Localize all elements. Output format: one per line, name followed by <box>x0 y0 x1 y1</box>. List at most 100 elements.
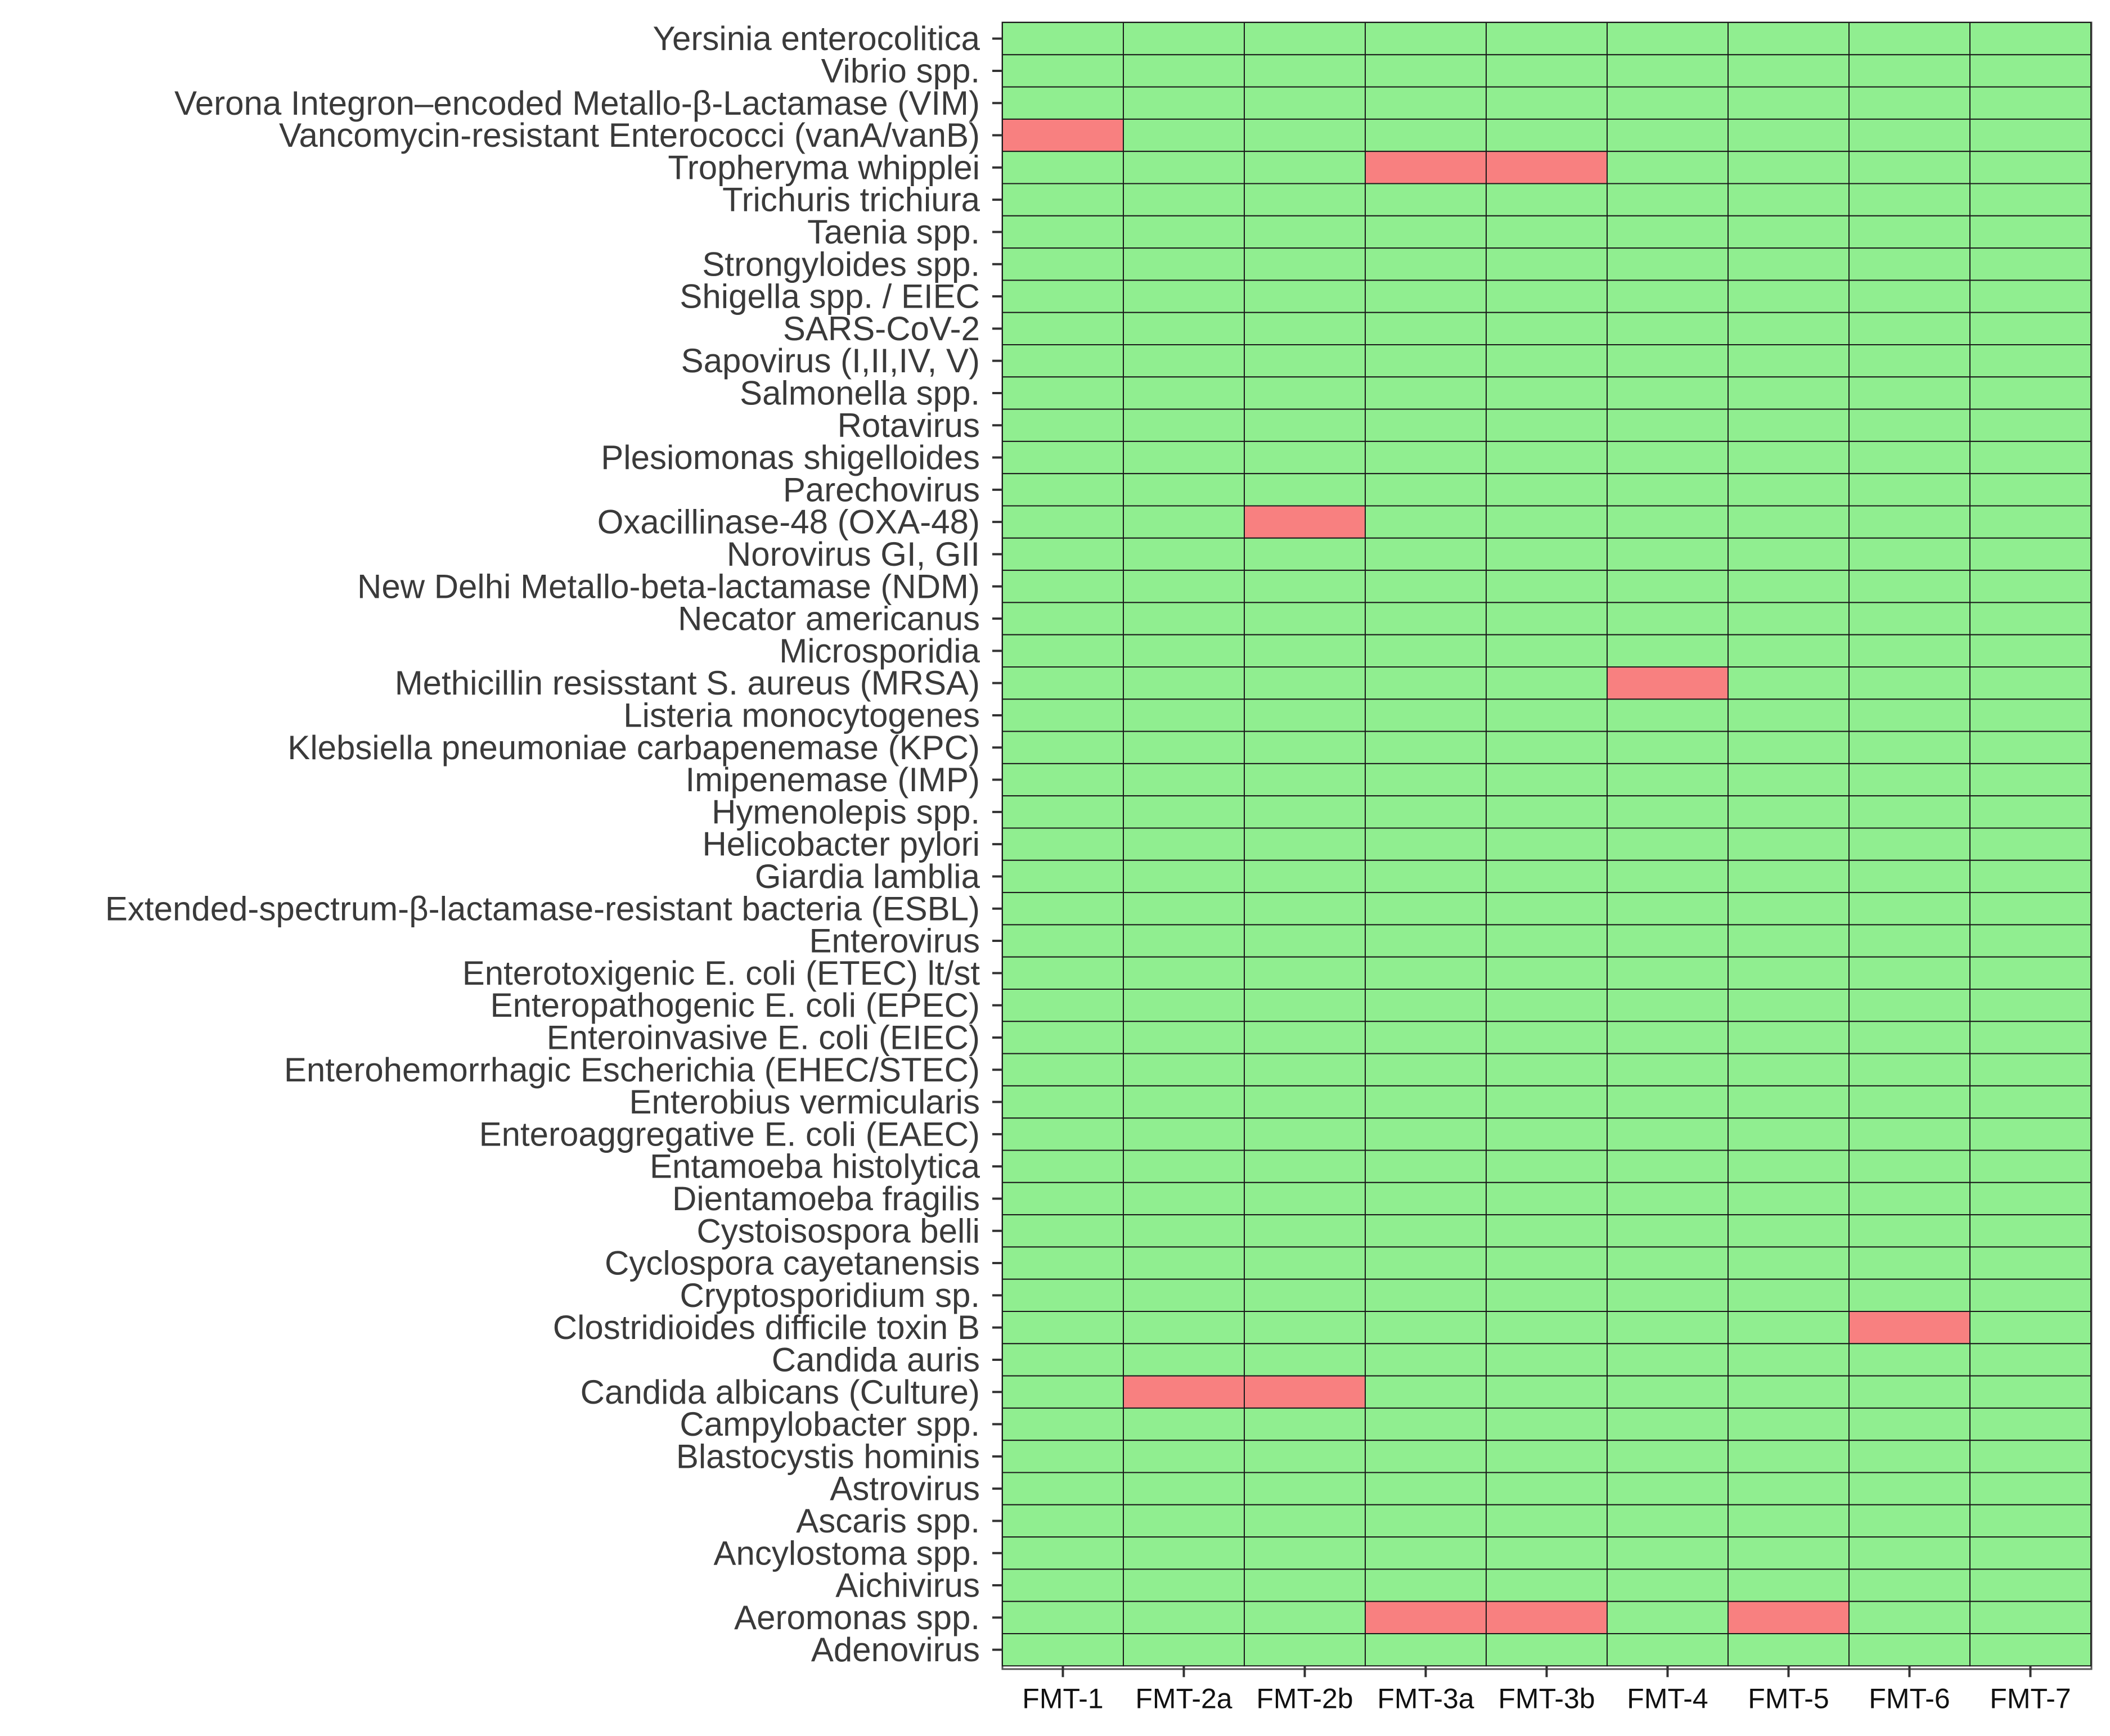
heatmap-cell-negative <box>1727 1021 1850 1054</box>
heatmap-cell-negative <box>1365 1504 1487 1538</box>
heatmap-cell-negative <box>1848 408 1970 442</box>
heatmap-cell-negative <box>1244 666 1366 700</box>
heatmap-cell-negative <box>1727 666 1850 700</box>
heatmap-cell-negative <box>1002 1343 1124 1377</box>
heatmap-cell-negative <box>1365 215 1487 249</box>
heatmap-cell-negative <box>1969 602 2091 635</box>
y-tick-label: Oxacillinase-48 (OXA-48) <box>597 503 980 541</box>
heatmap-cell-negative <box>1969 440 2091 475</box>
heatmap-cell-negative <box>1365 473 1487 507</box>
heatmap-cell-negative <box>1607 1278 1729 1312</box>
x-tick-label: FMT-7 <box>1990 1683 2071 1714</box>
heatmap-cell-negative <box>1969 183 2091 217</box>
y-tick-label: Verona Integron–encoded Metallo-β-Lactam… <box>174 84 980 122</box>
heatmap-cell-negative <box>1607 376 1729 410</box>
heatmap-cell-negative <box>1969 1407 2091 1441</box>
heatmap-cell-negative <box>1002 151 1124 184</box>
heatmap-cell-negative <box>1123 1182 1245 1216</box>
heatmap-cell-negative <box>1607 1472 1729 1505</box>
heatmap-cell-negative <box>1848 763 1970 797</box>
heatmap-cell-negative <box>1848 537 1970 571</box>
heatmap-cell-negative <box>1848 344 1970 378</box>
y-tick-label: Vancomycin-resistant Enterococci (vanA/v… <box>279 116 980 154</box>
heatmap-cell-negative <box>1365 1472 1487 1505</box>
heatmap-cell-negative <box>1969 892 2091 926</box>
heatmap-cell-negative <box>1244 1440 1366 1473</box>
heatmap-cell-negative <box>1848 376 1970 410</box>
heatmap-cell-negative <box>1848 795 1970 829</box>
heatmap-cell-negative <box>1727 22 1850 56</box>
x-tick-label: FMT-6 <box>1869 1683 1950 1714</box>
heatmap-cell-negative <box>1607 698 1729 732</box>
heatmap-cell-negative <box>1727 118 1850 152</box>
heatmap-cell-negative <box>1848 1117 1970 1151</box>
heatmap-cell-negative <box>1486 505 1608 539</box>
heatmap-cell-negative <box>1486 312 1608 346</box>
heatmap-cell-negative <box>1848 1536 1970 1570</box>
heatmap-cell-negative <box>1727 1085 1850 1119</box>
y-tick-label: Yersinia enterocolitica <box>653 20 980 57</box>
heatmap-cell-negative <box>1848 151 1970 184</box>
heatmap-cell-positive <box>1244 505 1366 539</box>
heatmap-cell-negative <box>1365 795 1487 829</box>
y-tick-label: Necator americanus <box>678 600 980 638</box>
heatmap-cell-negative <box>1123 1536 1245 1570</box>
heatmap-cell-negative <box>1365 86 1487 120</box>
heatmap-cell-negative <box>1002 537 1124 571</box>
heatmap-cell-negative <box>1727 1117 1850 1151</box>
heatmap-cell-negative <box>1365 1278 1487 1312</box>
heatmap-cell-negative <box>1123 376 1245 410</box>
heatmap-cell-negative <box>1969 1214 2091 1248</box>
x-tick-label: FMT-2b <box>1256 1683 1353 1714</box>
y-tick-label: Candida auris <box>772 1341 980 1378</box>
heatmap-cell-negative <box>1486 86 1608 120</box>
heatmap-cell-negative <box>1848 247 1970 281</box>
heatmap-cell-negative <box>1244 1021 1366 1054</box>
heatmap-cell-negative <box>1727 312 1850 346</box>
heatmap-cell-negative <box>1244 731 1366 764</box>
heatmap-cell-negative <box>1365 344 1487 378</box>
heatmap-cell-negative <box>1123 1053 1245 1086</box>
heatmap-cell-negative <box>1727 859 1850 894</box>
heatmap-cell-negative <box>1486 118 1608 152</box>
heatmap-cell-negative <box>1969 956 2091 990</box>
heatmap-cell-negative <box>1607 1375 1729 1409</box>
heatmap-cell-negative <box>1123 892 1245 926</box>
heatmap-cell-negative <box>1244 698 1366 732</box>
heatmap-cell-negative <box>1365 698 1487 732</box>
heatmap-cell-negative <box>1727 1472 1850 1505</box>
heatmap-cell-negative <box>1123 1633 1245 1667</box>
heatmap-cell-negative <box>1002 989 1124 1022</box>
heatmap-cell-negative <box>1002 859 1124 894</box>
y-tick-label: Hymenolepis spp. <box>712 793 980 831</box>
x-tick-label: FMT-3b <box>1498 1683 1595 1714</box>
heatmap-cell-negative <box>1607 505 1729 539</box>
heatmap-cell-negative <box>1002 1278 1124 1312</box>
heatmap-cell-negative <box>1002 1568 1124 1602</box>
y-tick-label: Giardia lamblia <box>755 858 980 895</box>
heatmap-cell-negative <box>1969 827 2091 861</box>
heatmap-cell-negative <box>1123 859 1245 894</box>
heatmap-cell-negative <box>1607 731 1729 764</box>
heatmap-cell-negative <box>1486 1182 1608 1216</box>
heatmap-cell-negative <box>1486 602 1608 635</box>
heatmap-cell-negative <box>1486 731 1608 764</box>
heatmap-cell-negative <box>1123 989 1245 1022</box>
heatmap-cell-negative <box>1002 279 1124 313</box>
heatmap-cell-positive <box>1002 118 1124 152</box>
heatmap-cell-negative <box>1244 859 1366 894</box>
heatmap-cell-negative <box>1486 1149 1608 1183</box>
heatmap-cell-negative <box>1848 1440 1970 1473</box>
heatmap-cell-negative <box>1727 602 1850 635</box>
heatmap-cell-negative <box>1486 1633 1608 1667</box>
heatmap-cell-negative <box>1123 1214 1245 1248</box>
heatmap-cell-negative <box>1002 731 1124 764</box>
heatmap-cell-positive <box>1727 1600 1850 1634</box>
heatmap-cell-negative <box>1486 1343 1608 1377</box>
heatmap-cell-negative <box>1969 1600 2091 1634</box>
heatmap-cell-negative <box>1365 1085 1487 1119</box>
heatmap-cell-negative <box>1002 247 1124 281</box>
heatmap-cell-negative <box>1607 1053 1729 1086</box>
heatmap-cell-negative <box>1969 1278 2091 1312</box>
heatmap-cell-negative <box>1244 1053 1366 1086</box>
